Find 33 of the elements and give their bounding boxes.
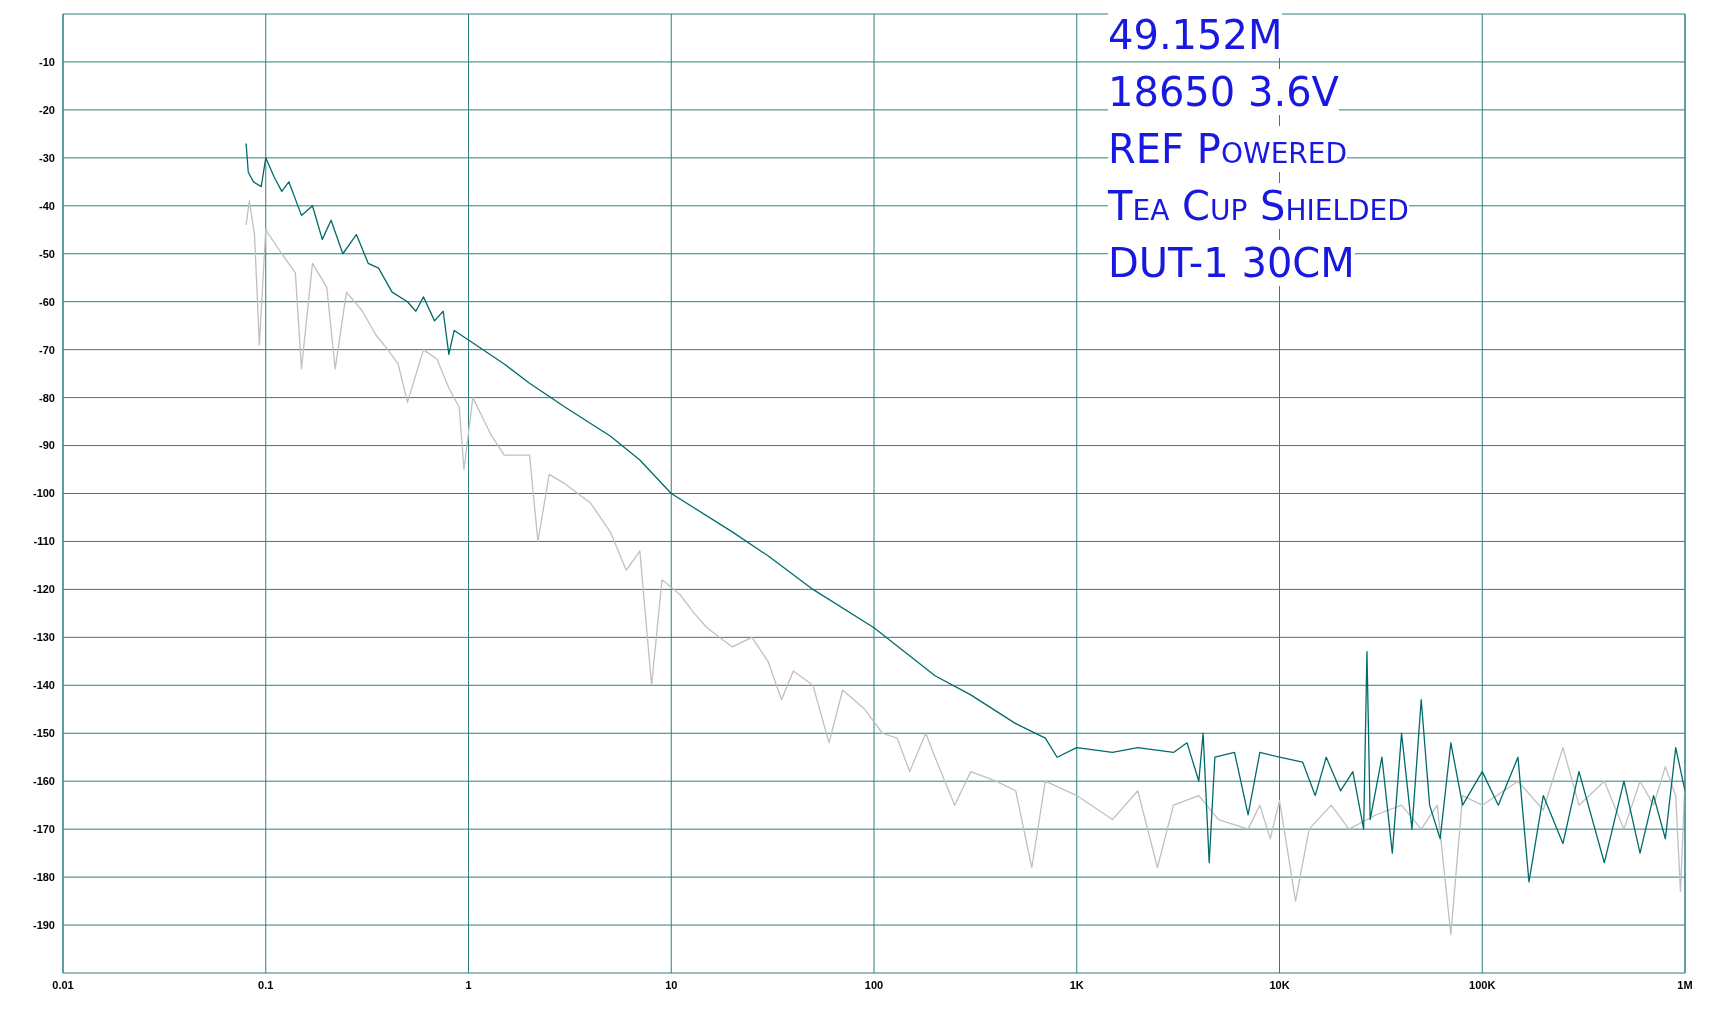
annotation: REF Powered: [1108, 126, 1348, 172]
y-tick-label: -130: [32, 631, 55, 644]
x-tick-label: 10K: [1269, 978, 1290, 991]
y-tick-label: -80: [39, 391, 55, 404]
x-tick-label: 0.1: [258, 978, 274, 991]
y-tick-label: -160: [32, 775, 55, 788]
y-tick-label: -90: [39, 439, 55, 452]
y-tick-label: -170: [32, 823, 55, 836]
annotation: Tea Cup Shielded: [1108, 183, 1409, 229]
y-tick-label: -140: [32, 679, 55, 692]
x-tick-label: 100K: [1469, 978, 1496, 991]
y-tick-label: -10: [39, 55, 55, 68]
x-tick-label: 10: [665, 978, 678, 991]
x-tick-label: 1M: [1677, 978, 1693, 991]
annotation: 49.152M: [1108, 12, 1283, 58]
annotation: DUT-1 30CM: [1108, 240, 1355, 286]
y-tick-label: -20: [39, 103, 55, 116]
x-tick-label: 100: [864, 978, 884, 991]
y-tick-label: -120: [32, 583, 55, 596]
y-tick-label: -60: [39, 295, 55, 308]
y-tick-label: -50: [39, 247, 55, 260]
y-tick-label: -30: [39, 151, 55, 164]
x-tick-label: 1: [465, 978, 472, 991]
y-tick-label: -70: [39, 343, 55, 356]
y-tick-label: -100: [32, 487, 55, 500]
y-tick-label: -190: [32, 918, 55, 931]
y-tick-label: -180: [32, 871, 55, 884]
x-tick-label: 1K: [1069, 978, 1084, 991]
y-tick-label: -110: [33, 535, 55, 548]
y-tick-label: -40: [39, 199, 55, 212]
y-tick-label: -150: [32, 727, 55, 740]
x-tick-label: 0.01: [52, 978, 74, 991]
annotation: 18650 3.6V: [1108, 69, 1339, 115]
